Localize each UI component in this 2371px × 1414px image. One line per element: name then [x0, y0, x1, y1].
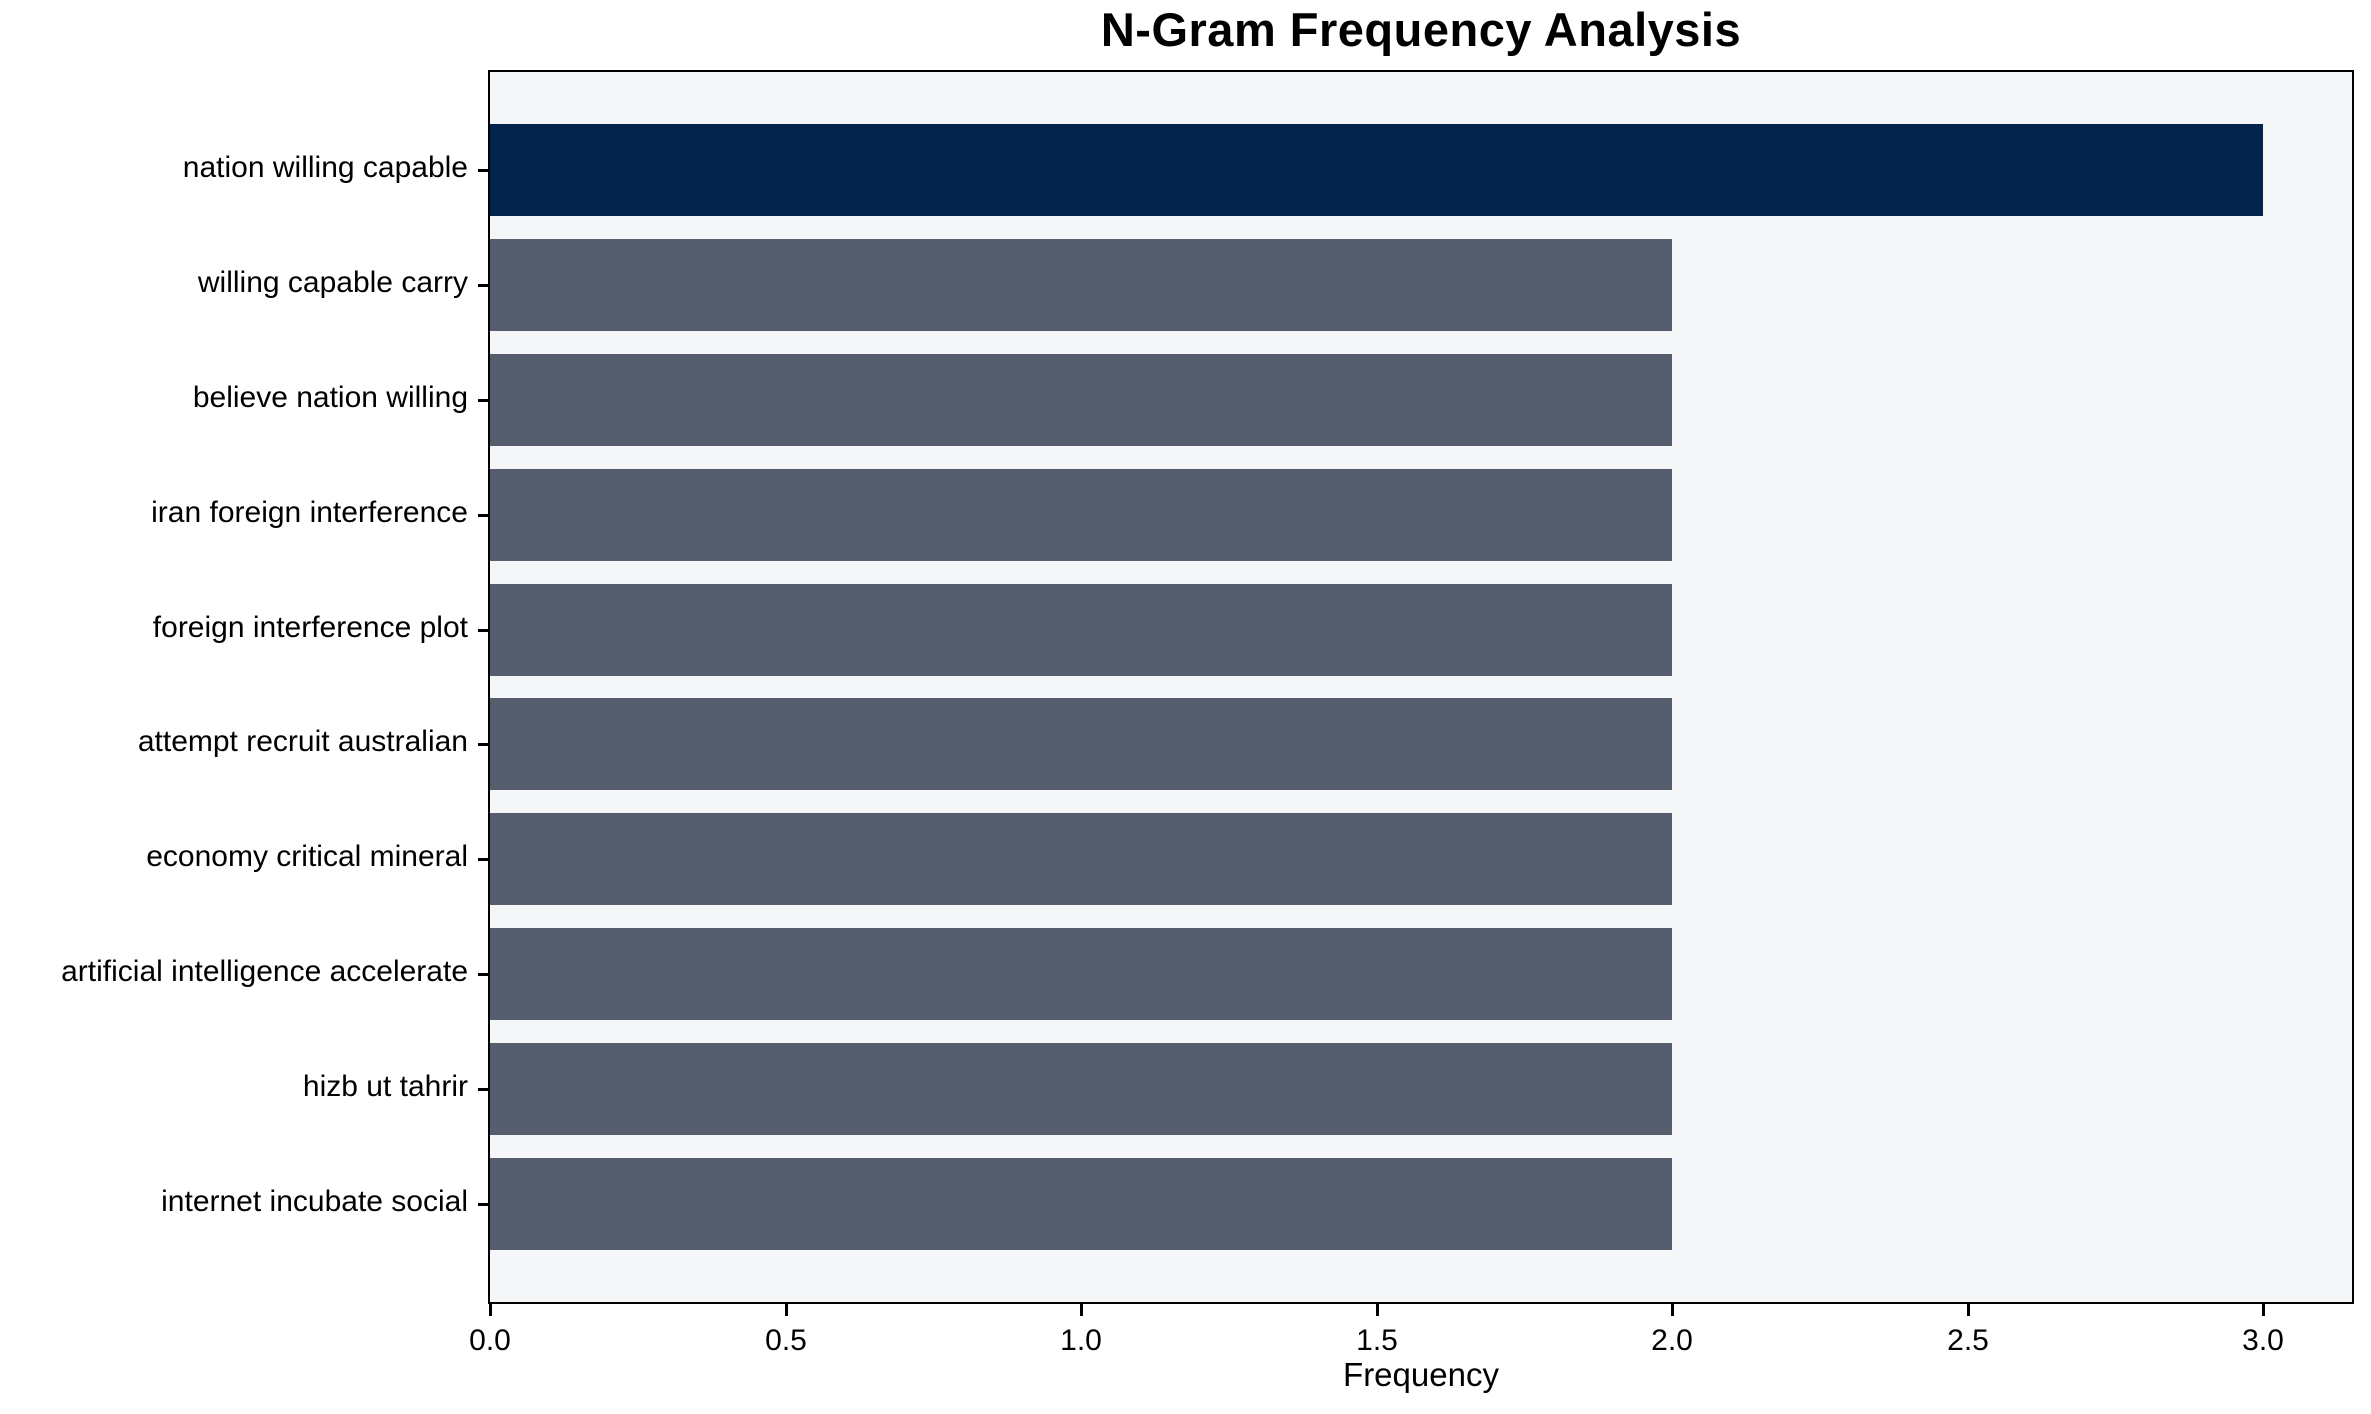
x-tick-label: 2.0: [1651, 1324, 1693, 1357]
y-tick-mark: [478, 284, 490, 287]
y-tick-label: internet incubate social: [161, 1185, 468, 1218]
plot-area: [488, 70, 2354, 1304]
y-tick-mark: [478, 1088, 490, 1091]
x-tick-label: 1.0: [1060, 1324, 1102, 1357]
bar-internet-incubate-social: [490, 1158, 1673, 1250]
y-tick-mark: [478, 743, 490, 746]
y-tick-label: artificial intelligence accelerate: [61, 955, 468, 988]
bar-hizb-ut-tahrir: [490, 1043, 1673, 1135]
y-tick-label: hizb ut tahrir: [302, 1070, 468, 1103]
x-tick-label: 0.0: [469, 1324, 511, 1357]
y-tick-label: economy critical mineral: [146, 840, 468, 873]
y-tick-mark: [478, 169, 490, 172]
y-tick-mark: [478, 399, 490, 402]
y-tick-label: foreign interference plot: [152, 611, 468, 644]
y-tick-label: iran foreign interference: [151, 496, 468, 529]
x-axis-label: Frequency: [1343, 1356, 1499, 1393]
bar-iran-foreign-interference: [490, 469, 1673, 561]
bar-nation-willing-capable: [490, 124, 2264, 216]
bar-attempt-recruit-australian: [490, 698, 1673, 790]
bar-economy-critical-mineral: [490, 813, 1673, 905]
x-tick-label: 2.5: [1947, 1324, 1989, 1357]
y-tick-mark: [478, 858, 490, 861]
x-tick-mark: [1080, 1304, 1083, 1316]
x-tick-mark: [785, 1304, 788, 1316]
y-tick-mark: [478, 629, 490, 632]
x-tick-mark: [2262, 1304, 2265, 1316]
y-tick-mark: [478, 1203, 490, 1206]
y-tick-label: willing capable carry: [197, 266, 468, 299]
bar-willing-capable-carry: [490, 239, 1673, 331]
y-tick-mark: [478, 973, 490, 976]
y-tick-label: believe nation willing: [192, 381, 468, 414]
y-tick-label: nation willing capable: [182, 151, 468, 184]
x-tick-label: 3.0: [2242, 1324, 2284, 1357]
y-tick-label: attempt recruit australian: [137, 725, 468, 758]
y-tick-mark: [478, 514, 490, 517]
bar-foreign-interference-plot: [490, 584, 1673, 676]
x-tick-mark: [1376, 1304, 1379, 1316]
x-tick-label: 1.5: [1356, 1324, 1398, 1357]
x-tick-mark: [1671, 1304, 1674, 1316]
x-tick-label: 0.5: [765, 1324, 807, 1357]
x-tick-mark: [1967, 1304, 1970, 1316]
chart-title: N-Gram Frequency Analysis: [1100, 3, 1742, 56]
x-tick-mark: [489, 1304, 492, 1316]
bar-artificial-intelligence-accelerate: [490, 928, 1673, 1020]
bar-believe-nation-willing: [490, 354, 1673, 446]
